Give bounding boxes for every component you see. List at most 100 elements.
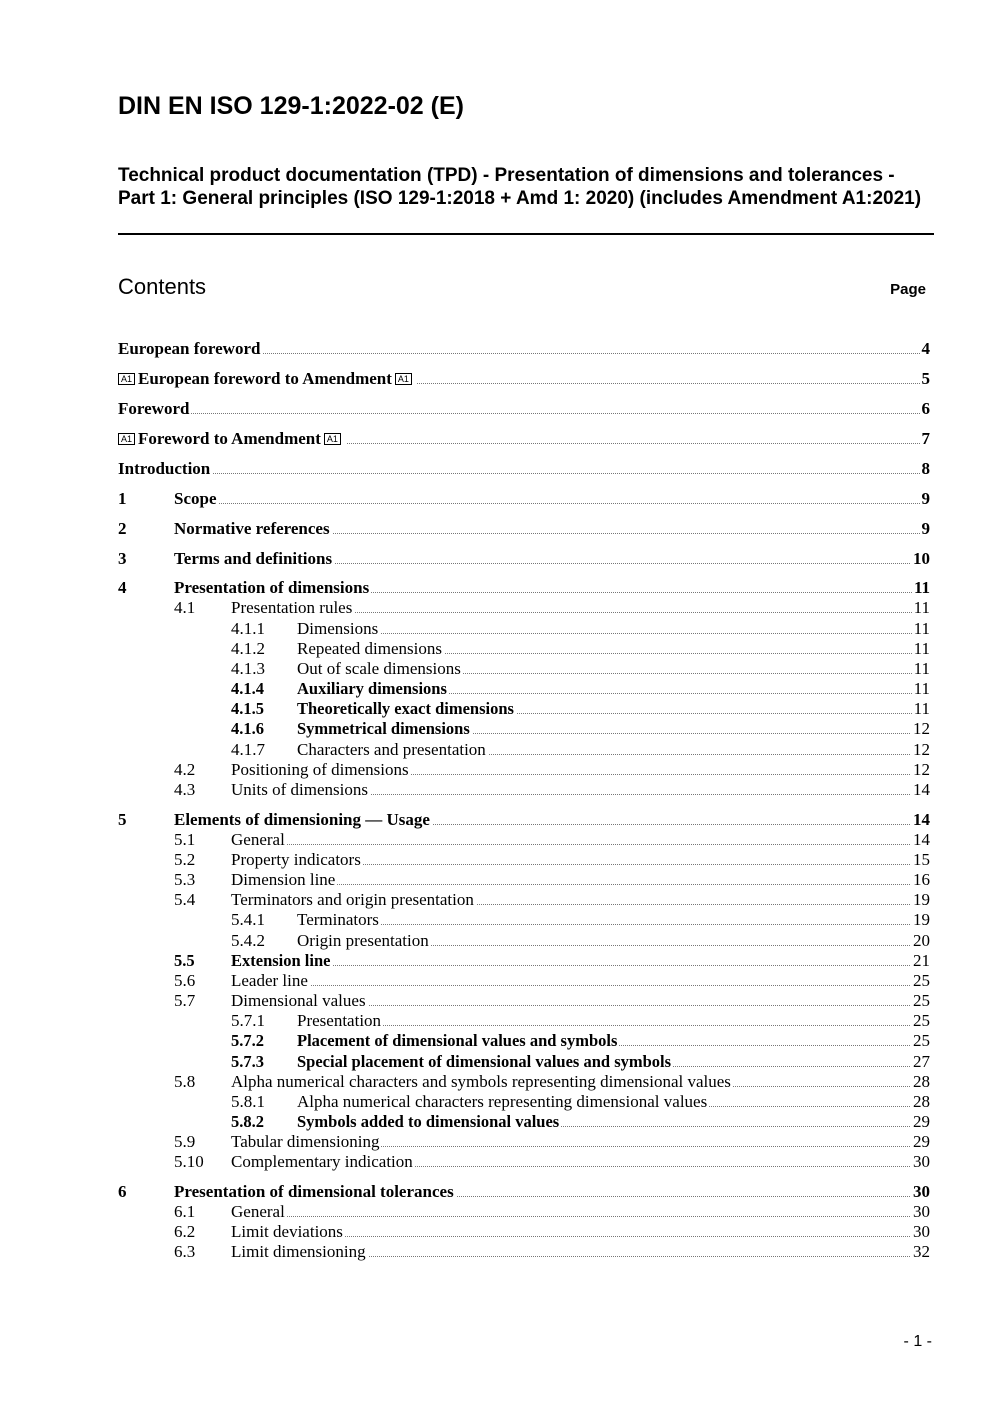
toc-entry-text: European foreword to Amendment xyxy=(138,369,392,388)
toc-entry[interactable]: 4 Presentation of dimensions 11 xyxy=(0,578,992,598)
toc-entry[interactable]: 5 Elements of dimensioning — Usage 14 xyxy=(0,810,992,830)
toc-entry[interactable]: 6 Presentation of dimensional tolerances 3… xyxy=(0,1182,992,1202)
toc-entry-title: Presentation of dimensional tolerances xyxy=(174,1182,456,1202)
dot-leader xyxy=(231,1005,928,1006)
toc-entry-page: 12 xyxy=(911,719,930,739)
toc-entry[interactable]: 5.8.2 Symbols added to dimensional values… xyxy=(0,1112,992,1132)
toc-entry[interactable]: 5.3 Dimension line 16 xyxy=(0,870,992,890)
dot-leader xyxy=(174,503,928,504)
toc-entry-page: 25 xyxy=(911,971,930,991)
toc-entry[interactable]: 4.1 Presentation rules 11 xyxy=(0,598,992,618)
dot-leader xyxy=(118,383,928,384)
toc-entry[interactable]: 6.2 Limit deviations 30 xyxy=(0,1222,992,1242)
toc-entry-title: Normative references xyxy=(174,519,332,539)
toc-entry[interactable]: 4.1.4 Auxiliary dimensions 11 xyxy=(0,679,992,699)
toc-entry-page: 9 xyxy=(919,489,930,509)
toc-entry[interactable]: 5.2 Property indicators 15 xyxy=(0,850,992,870)
dot-leader xyxy=(174,533,928,534)
toc-entry[interactable]: 4.3 Units of dimensions 14 xyxy=(0,780,992,800)
toc-entry-page: 19 xyxy=(911,890,930,910)
toc-entry-title: Repeated dimensions xyxy=(297,639,444,659)
toc-entry-number: 4 xyxy=(118,578,127,597)
toc-entry[interactable]: A1 Foreword to Amendment A1 7 xyxy=(0,429,992,449)
dot-leader xyxy=(231,864,928,865)
toc-entry-number: 5.7.3 xyxy=(231,1052,264,1071)
toc-entry-number: 5.8.1 xyxy=(231,1092,265,1111)
toc-entry[interactable]: 4.1.2 Repeated dimensions 11 xyxy=(0,639,992,659)
toc-entry-title: Special placement of dimensional values … xyxy=(297,1052,674,1072)
dot-leader xyxy=(297,713,928,714)
toc-entry-page: 11 xyxy=(911,639,930,659)
amendment-end-marker: A1 xyxy=(323,433,341,445)
toc-entry-title: Terms and definitions xyxy=(174,549,335,569)
toc-entry-page: 4 xyxy=(919,339,930,359)
toc-entry-page: 5 xyxy=(919,369,930,389)
toc-entry[interactable]: 5.7.1 Presentation 25 xyxy=(0,1011,992,1031)
dot-leader xyxy=(297,653,928,654)
toc-entry[interactable]: 4.2 Positioning of dimensions 12 xyxy=(0,760,992,780)
toc-entry-title: General xyxy=(231,1202,287,1222)
toc-entry[interactable]: 5.8 Alpha numerical characters and symbol… xyxy=(0,1072,992,1092)
toc-entry-page: 32 xyxy=(911,1242,930,1262)
dot-leader xyxy=(231,1146,928,1147)
toc-entry-title: Origin presentation xyxy=(297,931,431,951)
toc-entry[interactable]: 5.9 Tabular dimensioning 29 xyxy=(0,1132,992,1152)
dot-leader xyxy=(297,693,928,694)
toc-entry-number: 5 xyxy=(118,810,127,829)
toc-entry-page: 21 xyxy=(911,951,930,971)
toc-entry[interactable]: 5.5 Extension line 21 xyxy=(0,951,992,971)
toc-entry-title: Scope xyxy=(174,489,219,509)
dot-leader xyxy=(174,824,928,825)
toc-entry[interactable]: 5.10 Complementary indication 30 xyxy=(0,1152,992,1172)
title-rule xyxy=(118,233,934,235)
toc-entry[interactable]: 6.3 Limit dimensioning 32 xyxy=(0,1242,992,1262)
dot-leader xyxy=(231,965,928,966)
toc-entry[interactable]: 4.1.7 Characters and presentation 12 xyxy=(0,740,992,760)
toc-entry[interactable]: European foreword 4 xyxy=(0,339,992,359)
page-number: - 1 - xyxy=(903,1333,932,1350)
toc-entry[interactable]: Foreword 6 xyxy=(0,399,992,419)
toc-entry-number: 2 xyxy=(118,519,127,538)
dot-leader xyxy=(231,1256,928,1257)
toc-entry[interactable]: 5.4.1 Terminators 19 xyxy=(0,910,992,930)
toc-entry-page: 8 xyxy=(919,459,930,479)
toc-entry-page: 11 xyxy=(911,598,930,618)
toc-entry[interactable]: 5.4.2 Origin presentation 20 xyxy=(0,931,992,951)
toc-entry[interactable]: 5.7.2 Placement of dimensional values and… xyxy=(0,1031,992,1051)
toc-entry[interactable]: 4.1.5 Theoretically exact dimensions 11 xyxy=(0,699,992,719)
toc-entry[interactable]: 5.7.3 Special placement of dimensional va… xyxy=(0,1052,992,1072)
toc-entry-title: Auxiliary dimensions xyxy=(297,679,449,699)
amendment-start-marker: A1 xyxy=(118,433,136,445)
toc-entry-number: 5.3 xyxy=(174,870,196,889)
dot-leader xyxy=(231,794,928,795)
toc-entry-number: 4.1.4 xyxy=(231,679,264,698)
toc-entry[interactable]: 5.7 Dimensional values 25 xyxy=(0,991,992,1011)
toc-entry[interactable]: 5.8.1 Alpha numerical characters represen… xyxy=(0,1092,992,1112)
toc-entry[interactable]: A1 European foreword to Amendment A1 5 xyxy=(0,369,992,389)
toc-entry-title: Out of scale dimensions xyxy=(297,659,463,679)
toc-entry[interactable]: 5.6 Leader line 25 xyxy=(0,971,992,991)
toc-entry[interactable]: Introduction 8 xyxy=(0,459,992,479)
toc-entry[interactable]: 3 Terms and definitions 10 xyxy=(0,549,992,569)
toc-entry[interactable]: 4.1.6 Symmetrical dimensions 12 xyxy=(0,719,992,739)
toc-entry-text: Foreword to Amendment xyxy=(138,429,321,448)
dot-leader xyxy=(231,985,928,986)
toc-entry[interactable]: 4.1.1 Dimensions 11 xyxy=(0,619,992,639)
toc-entry[interactable]: 5.1 General 14 xyxy=(0,830,992,850)
toc-entry-page: 30 xyxy=(911,1152,930,1172)
toc-entry-title: Leader line xyxy=(231,971,310,991)
toc-entry[interactable]: 5.4 Terminators and origin presentation 19 xyxy=(0,890,992,910)
toc-entry-title: Symmetrical dimensions xyxy=(297,719,472,739)
toc-entry[interactable]: 1 Scope 9 xyxy=(0,489,992,509)
dot-leader xyxy=(297,1126,928,1127)
toc-entry-title: Presentation of dimensions xyxy=(174,578,372,598)
toc-entry[interactable]: 2 Normative references 9 xyxy=(0,519,992,539)
toc-entry-title: Alpha numerical characters representing … xyxy=(297,1092,710,1112)
toc-entry-page: 20 xyxy=(911,931,930,951)
dot-leader xyxy=(118,413,928,414)
toc-entry[interactable]: 4.1.3 Out of scale dimensions 11 xyxy=(0,659,992,679)
dot-leader xyxy=(174,592,928,593)
toc-entry-title: European foreword xyxy=(118,339,263,359)
toc-entry[interactable]: 6.1 General 30 xyxy=(0,1202,992,1222)
toc-entry-number: 5.7 xyxy=(174,991,196,1010)
